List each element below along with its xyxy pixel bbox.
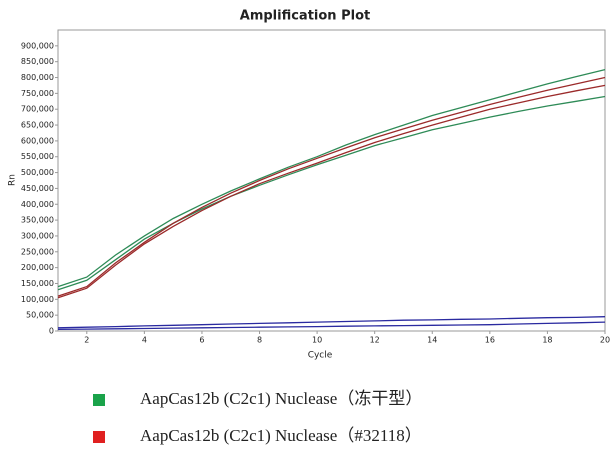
chart-title: Amplification Plot [240,9,370,24]
y-tick-label: 500,000 [21,168,54,177]
y-tick-label: 600,000 [21,136,54,145]
y-tick-label: 550,000 [21,152,54,161]
y-tick-label: 750,000 [21,89,54,98]
y-tick-label: 800,000 [21,73,54,82]
x-tick-label: 6 [199,336,204,345]
y-tick-label: 300,000 [21,231,54,240]
x-tick-label: 2 [84,336,89,345]
legend-label: AapCas12b (C2c1) Nuclease（冻干型） [140,389,422,408]
y-tick-label: 450,000 [21,184,54,193]
y-tick-label: 50,000 [26,311,54,320]
y-tick-label: 900,000 [21,41,54,50]
series-line [57,68,606,288]
y-tick-label: 100,000 [21,295,54,304]
series-line [57,321,606,331]
series-line [57,316,606,329]
y-tick-label: 150,000 [21,279,54,288]
legend-label: AapCas12b (C2c1) Nuclease（#32118） [140,426,422,445]
y-tick-label: 650,000 [21,121,54,130]
x-axis-label: Cycle [308,351,333,361]
y-tick-label: 400,000 [21,200,54,209]
x-tick-label: 8 [257,336,262,345]
y-tick-label: 850,000 [21,57,54,66]
x-tick-label: 16 [485,336,495,345]
x-tick-label: 12 [370,336,380,345]
legend-swatch [93,394,105,406]
x-tick-label: 14 [427,336,437,345]
y-tick-label: 200,000 [21,263,54,272]
x-tick-label: 10 [312,336,322,345]
series-line [57,76,606,297]
plot-frame [57,29,606,332]
x-tick-label: 18 [542,336,552,345]
legend-swatch [93,431,105,443]
series-line [57,95,606,291]
x-tick-label: 20 [600,336,610,345]
y-tick-label: 250,000 [21,247,54,256]
x-tick-label: 4 [142,336,147,345]
y-tick-label: 0 [49,327,54,336]
y-tick-label: 350,000 [21,216,54,225]
y-axis-label: Rn [8,174,18,186]
series-line [57,84,606,299]
y-tick-label: 700,000 [21,105,54,114]
